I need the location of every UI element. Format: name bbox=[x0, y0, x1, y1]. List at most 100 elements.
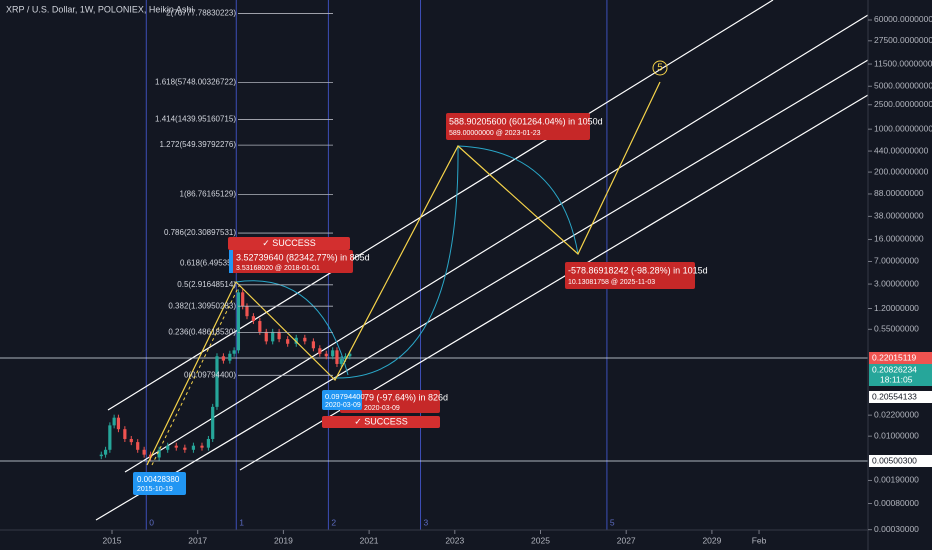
time-tick-label: 2025 bbox=[531, 535, 550, 545]
badge bbox=[869, 391, 932, 403]
candle bbox=[136, 442, 140, 450]
callout-box bbox=[446, 113, 590, 140]
candle bbox=[258, 321, 262, 332]
candle bbox=[271, 331, 275, 342]
candle bbox=[335, 350, 339, 364]
point-box bbox=[322, 390, 362, 410]
price-tick-label: 2500.00000000 bbox=[874, 99, 932, 109]
candle bbox=[174, 445, 178, 448]
candle bbox=[129, 438, 133, 443]
success-box bbox=[322, 416, 440, 428]
time-tick-label: 2021 bbox=[360, 535, 379, 545]
price-badges: 0.22015119 0.20826234 18:11:05 0.2055413… bbox=[869, 352, 932, 467]
badge-text: 18:11:05 bbox=[880, 374, 913, 384]
callout-main: -578.86918242 (-98.28%) in 1015d bbox=[568, 265, 708, 275]
badge bbox=[869, 455, 932, 467]
fib-label: 1.618(5748.00326722) bbox=[155, 78, 236, 87]
candle bbox=[123, 429, 127, 439]
fib-label: 1.414(1439.95160715) bbox=[155, 115, 236, 124]
fib-label: 0.618(6.495357 bbox=[180, 259, 237, 268]
point-date: 2015-10-19 bbox=[137, 486, 173, 493]
price-tick-label: 88.00000000 bbox=[874, 188, 924, 198]
candle bbox=[251, 316, 256, 322]
callout-main: 588.90205600 (601264.04%) in 1050d bbox=[449, 116, 603, 126]
fib-label: 1(86.76165129) bbox=[180, 189, 237, 198]
candle bbox=[286, 339, 290, 344]
arc bbox=[235, 280, 349, 376]
candle bbox=[324, 353, 328, 357]
badge-text: 0.20554133 bbox=[872, 391, 917, 401]
arc bbox=[334, 145, 579, 379]
price-tick-label: 5000.00000000 bbox=[874, 81, 932, 91]
candle bbox=[311, 341, 315, 349]
badge-text: 0.20826234 bbox=[872, 364, 917, 374]
candle bbox=[206, 438, 211, 448]
fib-label: 0.786(20.30897531) bbox=[164, 228, 236, 237]
candle bbox=[211, 406, 215, 439]
candle bbox=[200, 445, 204, 448]
success-text: ✓ SUCCESS bbox=[262, 238, 316, 248]
price-tick-label: 200.00000000 bbox=[874, 166, 929, 176]
candle bbox=[339, 359, 343, 364]
candle bbox=[264, 331, 268, 342]
candles bbox=[99, 289, 352, 461]
point-date: 2020-03-09 bbox=[325, 402, 361, 409]
callout-sub: 10.13081758 @ 2025-11-03 bbox=[568, 279, 655, 286]
candle bbox=[166, 445, 170, 450]
candle bbox=[318, 348, 322, 354]
wave-path bbox=[146, 81, 661, 466]
price-tick-label: 11500.00000000 bbox=[874, 58, 932, 68]
candle bbox=[245, 306, 249, 317]
price-tick-label: 16.00000000 bbox=[874, 234, 924, 244]
point-box bbox=[133, 472, 186, 495]
fib-label: 0.382(1.30950283) bbox=[168, 301, 236, 310]
cycle-label: 2 bbox=[331, 517, 336, 527]
channel-line bbox=[124, 14, 869, 473]
channel-line bbox=[107, 0, 774, 411]
cycle-label: 3 bbox=[424, 517, 429, 527]
point-value: 0.09794400 bbox=[325, 392, 365, 401]
badge-text: 0.22015119 bbox=[872, 352, 917, 362]
time-tick-label: 2015 bbox=[103, 535, 122, 545]
time-tick-label: Feb bbox=[752, 535, 767, 545]
wave-circle bbox=[652, 60, 668, 76]
cycle-label: 0 bbox=[149, 517, 154, 527]
candle bbox=[221, 356, 226, 361]
badge bbox=[869, 364, 932, 386]
callout-sub: 589.00000000 @ 2023-01-23 bbox=[449, 130, 541, 137]
callout-accent bbox=[229, 250, 233, 273]
fib-label: 0.5(2.91648514) bbox=[177, 280, 236, 289]
wave-label: 5 bbox=[657, 63, 663, 74]
price-tick-label: 0.00080000 bbox=[874, 498, 919, 508]
callout-main: 79 (-97.64%) in 826d bbox=[364, 392, 448, 402]
callout-box bbox=[229, 250, 353, 273]
success-text: ✓ SUCCESS bbox=[354, 416, 408, 426]
candle bbox=[236, 292, 241, 351]
fib-label: 1.272(549.39792276) bbox=[159, 140, 236, 149]
time-tick-label: 2017 bbox=[188, 535, 207, 545]
channel-line bbox=[95, 59, 869, 521]
callout-box bbox=[340, 390, 440, 413]
candle bbox=[148, 454, 153, 458]
badge-text: 0.00500300 bbox=[872, 455, 917, 465]
axes: 60000.00000000 27500.00000000 11500.000000… bbox=[103, 14, 932, 545]
callout-sub: 3.53168020 @ 2018-01-01 bbox=[236, 265, 320, 272]
candle bbox=[191, 445, 196, 450]
candle bbox=[142, 449, 146, 455]
cycle-label: 5 bbox=[610, 517, 615, 527]
fib-label: 2(76777.78830223) bbox=[166, 9, 236, 18]
candle bbox=[277, 331, 281, 340]
candle bbox=[348, 353, 352, 357]
candle bbox=[228, 353, 232, 361]
candle bbox=[157, 449, 161, 458]
callout-box bbox=[565, 262, 695, 289]
fib-label: 0.236(0.48618530) bbox=[168, 328, 236, 337]
price-tick-label: 1.20000000 bbox=[874, 303, 919, 313]
point-value: 0.00428380 bbox=[137, 475, 180, 484]
price-tick-label: 1000.00000000 bbox=[874, 123, 932, 133]
time-tick-label: 2019 bbox=[274, 535, 293, 545]
success-box bbox=[228, 237, 350, 250]
candle bbox=[241, 292, 245, 307]
